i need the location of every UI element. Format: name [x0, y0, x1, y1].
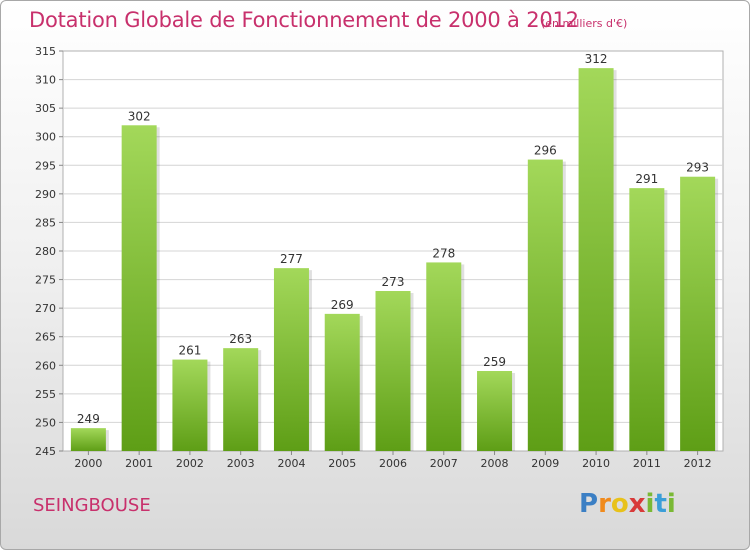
- commune-name: SEINGBOUSE: [33, 495, 151, 516]
- bar: [629, 188, 665, 451]
- x-tick-label: 2003: [227, 457, 255, 470]
- y-tick-label: 315: [35, 45, 56, 58]
- data-label: 278: [432, 246, 455, 260]
- x-tick-label: 2002: [176, 457, 204, 470]
- x-tick-label: 2009: [531, 457, 559, 470]
- bar: [680, 176, 716, 451]
- data-label: 259: [483, 355, 506, 369]
- bar: [375, 291, 411, 451]
- y-tick-label: 275: [35, 274, 56, 287]
- data-label: 277: [280, 252, 303, 266]
- data-label: 296: [534, 144, 557, 158]
- logo-letter: x: [628, 489, 646, 519]
- data-label: 263: [229, 332, 252, 346]
- y-tick-label: 245: [35, 445, 56, 458]
- y-tick-label: 265: [35, 331, 56, 344]
- y-tick-label: 270: [35, 302, 56, 315]
- x-tick-label: 2001: [125, 457, 153, 470]
- data-label: 261: [178, 344, 201, 358]
- y-tick-label: 280: [35, 245, 56, 258]
- bar: [324, 313, 360, 451]
- logo-letter: i: [666, 489, 676, 519]
- logo-letter: i: [645, 489, 655, 519]
- logo-letter: o: [610, 489, 629, 519]
- bar: [70, 428, 106, 451]
- y-tick-label: 295: [35, 159, 56, 172]
- bar: [273, 268, 309, 451]
- x-tick-label: 2008: [481, 457, 509, 470]
- x-tick-label: 2006: [379, 457, 407, 470]
- data-label: 302: [128, 109, 151, 123]
- data-label: 269: [331, 298, 354, 312]
- x-tick-label: 2004: [277, 457, 305, 470]
- x-tick-label: 2007: [430, 457, 458, 470]
- bar: [527, 159, 563, 452]
- x-tick-label: 2012: [684, 457, 712, 470]
- bar: [223, 348, 259, 451]
- bar: [121, 125, 157, 452]
- logo-letter: r: [598, 489, 611, 519]
- bar: [477, 371, 513, 451]
- chart-title: Dotation Globale de Fonctionnement de 20…: [29, 8, 579, 32]
- data-label: 249: [77, 412, 100, 426]
- data-label: 273: [382, 275, 405, 289]
- bar: [578, 68, 614, 452]
- bar: [172, 359, 208, 451]
- data-label: 312: [585, 52, 608, 66]
- data-label: 293: [686, 161, 709, 175]
- y-tick-label: 305: [35, 102, 56, 115]
- y-tick-label: 255: [35, 388, 56, 401]
- y-tick-label: 290: [35, 188, 56, 201]
- y-tick-label: 250: [35, 416, 56, 429]
- y-tick-label: 300: [35, 131, 56, 144]
- unit-note: (en milliers d'€): [541, 17, 628, 30]
- data-label: 291: [635, 172, 658, 186]
- logo-letter: t: [654, 489, 667, 519]
- y-tick-label: 260: [35, 359, 56, 372]
- logo-letter: P: [579, 489, 599, 519]
- x-tick-label: 2000: [74, 457, 102, 470]
- proxiti-logo: Proxiti: [579, 489, 676, 519]
- y-tick-label: 310: [35, 74, 56, 87]
- bar: [426, 262, 462, 451]
- x-tick-label: 2011: [633, 457, 661, 470]
- y-tick-label: 285: [35, 216, 56, 229]
- x-tick-label: 2005: [328, 457, 356, 470]
- x-tick-label: 2010: [582, 457, 610, 470]
